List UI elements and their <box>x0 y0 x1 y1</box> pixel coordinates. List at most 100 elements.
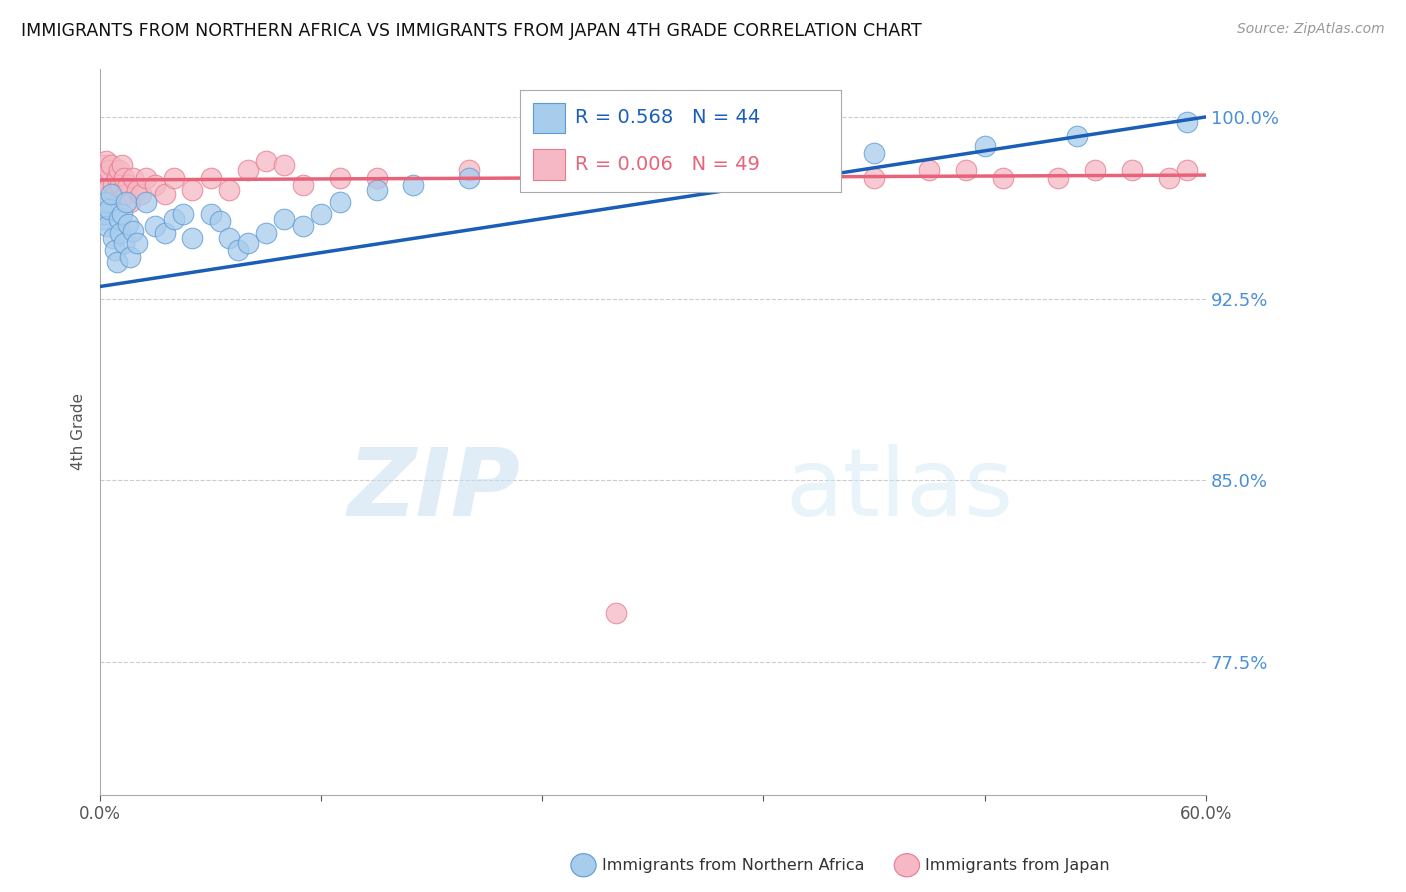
Point <box>329 170 352 185</box>
Text: Immigrants from Northern Africa: Immigrants from Northern Africa <box>602 858 865 872</box>
Point <box>863 170 886 185</box>
Point <box>734 153 756 168</box>
Point <box>1175 115 1198 129</box>
Point <box>181 183 204 197</box>
Point <box>105 170 128 185</box>
Point <box>254 226 277 240</box>
Point <box>457 170 479 185</box>
Point <box>117 178 139 192</box>
Point <box>118 194 141 209</box>
Point <box>1084 163 1107 178</box>
Point <box>955 163 977 178</box>
Point <box>145 178 167 192</box>
Point <box>111 158 134 172</box>
Point <box>125 183 148 197</box>
Point <box>104 187 127 202</box>
Point <box>98 202 121 216</box>
Point <box>91 211 114 226</box>
Point <box>1175 163 1198 178</box>
Point <box>291 178 314 192</box>
Text: IMMIGRANTS FROM NORTHERN AFRICA VS IMMIGRANTS FROM JAPAN 4TH GRADE CORRELATION C: IMMIGRANTS FROM NORTHERN AFRICA VS IMMIG… <box>21 22 922 40</box>
Point <box>94 153 117 168</box>
Point <box>973 139 995 153</box>
Point <box>309 207 332 221</box>
Point <box>208 214 231 228</box>
Point <box>1066 129 1088 144</box>
Point <box>236 163 259 178</box>
Point <box>402 178 425 192</box>
Point <box>550 163 572 178</box>
Point <box>93 207 115 221</box>
Point <box>112 170 135 185</box>
Point <box>105 255 128 269</box>
Point <box>273 158 295 172</box>
Point <box>110 178 132 192</box>
Text: ZIP: ZIP <box>347 444 520 536</box>
Point <box>1157 170 1180 185</box>
Point <box>991 170 1014 185</box>
Point <box>863 146 886 161</box>
Point <box>366 183 388 197</box>
Point <box>107 163 129 178</box>
Point <box>135 170 157 185</box>
Point <box>110 226 132 240</box>
Point <box>101 231 124 245</box>
Point <box>200 170 222 185</box>
Point <box>112 235 135 250</box>
Point <box>181 231 204 245</box>
Point <box>329 194 352 209</box>
Point <box>96 183 118 197</box>
Point <box>93 170 115 185</box>
Point <box>104 243 127 257</box>
Point <box>96 219 118 233</box>
Point <box>101 178 124 192</box>
Point <box>236 235 259 250</box>
Point <box>586 163 609 178</box>
Point <box>457 163 479 178</box>
Point <box>118 251 141 265</box>
Point <box>291 219 314 233</box>
Point <box>163 170 186 185</box>
Point <box>135 194 157 209</box>
Point <box>218 183 240 197</box>
Point <box>1047 170 1070 185</box>
Point <box>122 170 145 185</box>
Point <box>218 231 240 245</box>
Point <box>153 187 176 202</box>
Point <box>200 207 222 221</box>
Point <box>100 158 122 172</box>
Point <box>115 194 138 209</box>
Text: Immigrants from Japan: Immigrants from Japan <box>925 858 1109 872</box>
Point <box>172 207 194 221</box>
Point <box>129 187 152 202</box>
Point <box>145 219 167 233</box>
Point <box>111 207 134 221</box>
Point <box>918 163 941 178</box>
Point <box>228 243 250 257</box>
Point <box>641 170 664 185</box>
Point <box>1121 163 1143 178</box>
Point <box>122 224 145 238</box>
Point <box>734 163 756 178</box>
Point <box>125 235 148 250</box>
Point <box>163 211 186 226</box>
Point <box>115 187 138 202</box>
Text: atlas: atlas <box>786 444 1014 536</box>
Point <box>366 170 388 185</box>
Point <box>153 226 176 240</box>
Point <box>94 194 117 209</box>
Point <box>107 211 129 226</box>
Text: Source: ZipAtlas.com: Source: ZipAtlas.com <box>1237 22 1385 37</box>
Point <box>770 163 793 178</box>
Point <box>550 163 572 178</box>
Point <box>117 217 139 231</box>
Point <box>273 211 295 226</box>
Y-axis label: 4th Grade: 4th Grade <box>72 393 86 470</box>
Point <box>641 158 664 172</box>
Point <box>100 187 122 202</box>
Point <box>605 607 627 621</box>
Point <box>98 163 121 178</box>
Point <box>679 170 702 185</box>
Point <box>254 153 277 168</box>
Point <box>91 158 114 172</box>
